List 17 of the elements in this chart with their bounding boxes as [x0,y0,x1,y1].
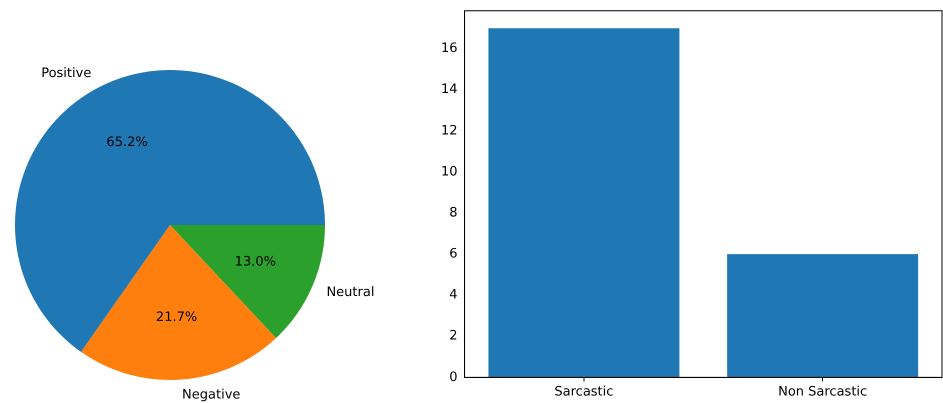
y-tick-label: 4 [449,288,458,303]
y-tick-label: 2 [449,328,458,344]
y-tick-label: 16 [440,41,458,56]
slice-label: Positive [41,66,92,82]
y-tick-label: 14 [440,82,458,98]
data-label: 13.0% [234,254,276,270]
data-label: 21.7% [156,310,198,326]
slice-label: Neutral [326,285,374,300]
slice-label: Negative [182,387,240,402]
y-tick-label: 8 [449,205,458,220]
y-tick-label: 10 [440,164,458,180]
y-tick-label: 6 [449,246,458,262]
y-tick-label: 12 [440,123,458,138]
data-label: 65.2% [106,134,148,150]
x-tick-label: Non Sarcastic [778,384,868,400]
x-tick-label: Sarcastic [554,384,614,400]
y-tick-label: 0 [449,370,458,385]
